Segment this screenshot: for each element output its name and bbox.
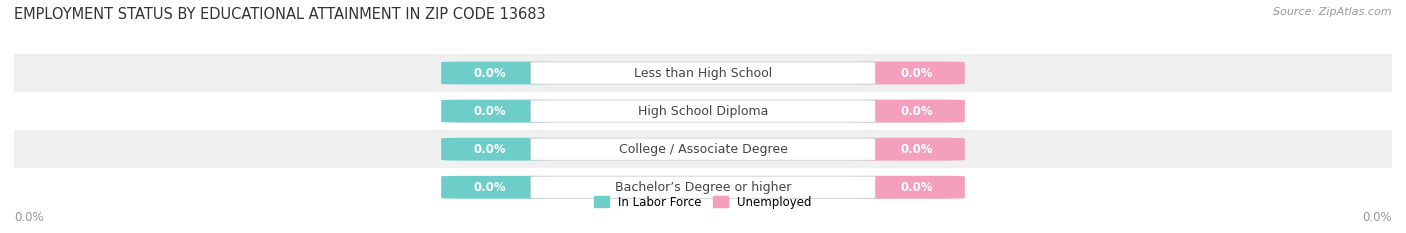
Text: 0.0%: 0.0% [472,181,506,194]
FancyBboxPatch shape [531,100,875,122]
FancyBboxPatch shape [441,62,551,84]
FancyBboxPatch shape [441,138,551,161]
Text: EMPLOYMENT STATUS BY EDUCATIONAL ATTAINMENT IN ZIP CODE 13683: EMPLOYMENT STATUS BY EDUCATIONAL ATTAINM… [14,7,546,22]
FancyBboxPatch shape [441,176,965,199]
Text: 0.0%: 0.0% [900,181,934,194]
Text: 0.0%: 0.0% [472,67,506,79]
Text: 0.0%: 0.0% [900,143,934,156]
Text: Less than High School: Less than High School [634,67,772,79]
FancyBboxPatch shape [531,176,875,198]
Text: 0.0%: 0.0% [472,105,506,118]
Bar [14,168,1392,206]
FancyBboxPatch shape [441,62,965,84]
Text: 0.0%: 0.0% [14,211,44,224]
FancyBboxPatch shape [531,62,875,84]
Text: 0.0%: 0.0% [472,143,506,156]
Bar [14,54,1392,92]
FancyBboxPatch shape [441,100,965,123]
Legend: In Labor Force, Unemployed: In Labor Force, Unemployed [589,191,817,213]
Text: 0.0%: 0.0% [900,105,934,118]
Text: 0.0%: 0.0% [900,67,934,79]
FancyBboxPatch shape [441,176,551,199]
FancyBboxPatch shape [855,138,965,161]
Text: Source: ZipAtlas.com: Source: ZipAtlas.com [1274,7,1392,17]
FancyBboxPatch shape [855,176,965,199]
FancyBboxPatch shape [855,62,965,84]
FancyBboxPatch shape [531,138,875,160]
Text: College / Associate Degree: College / Associate Degree [619,143,787,156]
FancyBboxPatch shape [441,100,551,123]
Bar [14,92,1392,130]
FancyBboxPatch shape [855,100,965,123]
Text: High School Diploma: High School Diploma [638,105,768,118]
Bar [14,130,1392,168]
Text: Bachelor’s Degree or higher: Bachelor’s Degree or higher [614,181,792,194]
FancyBboxPatch shape [441,138,965,161]
Text: 0.0%: 0.0% [1362,211,1392,224]
